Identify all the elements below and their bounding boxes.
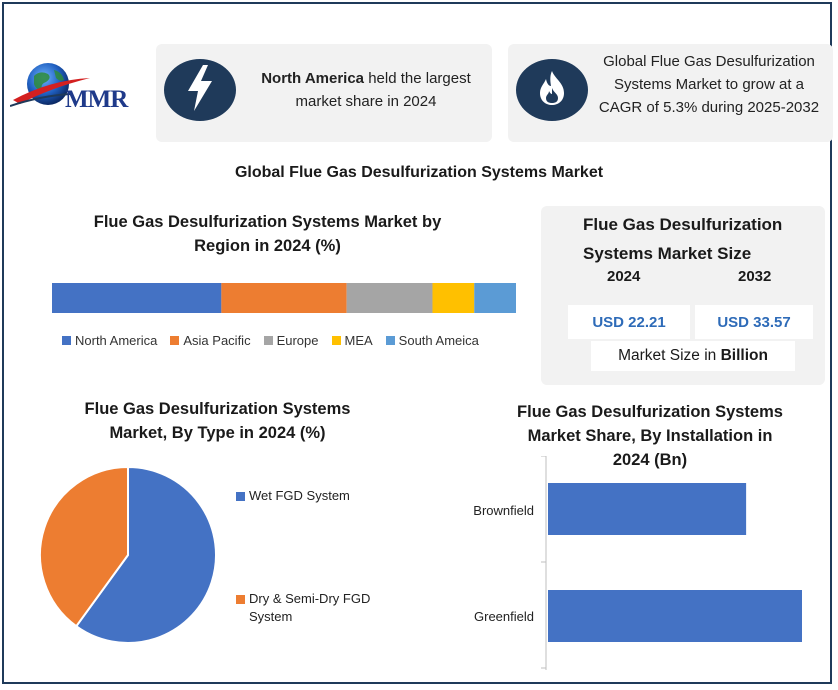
title-line: 2024 (Bn) bbox=[612, 451, 688, 469]
legend-item: MEA bbox=[331, 333, 373, 348]
title-line: Region in 2024 (%) bbox=[194, 237, 341, 255]
lightning-bolt-icon bbox=[186, 64, 214, 116]
bar-label-brownfield: Brownfield bbox=[473, 503, 534, 518]
pie-slice-dry-semi-dry-fgd bbox=[39, 465, 129, 628]
card-text-region: North America held the largest market sh… bbox=[251, 67, 481, 113]
card-bold-region: North America bbox=[261, 70, 365, 87]
icon-circle bbox=[164, 59, 236, 121]
legend-item: North America bbox=[62, 333, 157, 348]
year-2032: 2032 bbox=[738, 268, 772, 285]
title-line: Flue Gas Desulfurization Systems bbox=[84, 400, 351, 418]
market-size-unit: Market Size in Billion bbox=[591, 341, 795, 371]
unit-prefix: Market Size in bbox=[618, 347, 721, 364]
legend-item: South Ameica bbox=[385, 333, 479, 348]
legend-swatch bbox=[263, 336, 273, 345]
card-text-cagr: Global Flue Gas Desulfurization Systems … bbox=[590, 50, 828, 119]
legend-swatch bbox=[236, 595, 245, 604]
legend-swatch bbox=[62, 336, 71, 345]
legend-label: Dry & Semi-Dry FGD System bbox=[249, 591, 371, 624]
card-line: Systems Market to grow at a bbox=[613, 76, 805, 93]
legend-label: Europe bbox=[276, 333, 319, 348]
legend-swatch bbox=[170, 336, 180, 345]
legend-item: Asia Pacific bbox=[170, 333, 251, 348]
region-segment-asia-pacific bbox=[221, 283, 347, 313]
card-line: Global Flue Gas Desulfurization bbox=[603, 53, 815, 70]
legend-label: South Ameica bbox=[398, 333, 479, 348]
info-card-cagr: Global Flue Gas Desulfurization Systems … bbox=[508, 44, 833, 142]
logo-text: MMR bbox=[65, 86, 128, 113]
bar-label-greenfield: Greenfield bbox=[474, 609, 534, 624]
legend-swatch bbox=[236, 492, 245, 501]
mmr-logo: MMR bbox=[9, 60, 145, 115]
main-title: Global Flue Gas Desulfurization Systems … bbox=[234, 164, 604, 181]
installation-bar-chart bbox=[541, 456, 802, 670]
card-line: CAGR of 5.3% during 2025-2032 bbox=[598, 99, 820, 116]
legend-swatch bbox=[385, 336, 395, 345]
legend-label: Wet FGD System bbox=[249, 488, 350, 503]
title-line: Flue Gas Desulfurization bbox=[583, 215, 783, 234]
bar-greenfield bbox=[548, 590, 802, 642]
region-segment-europe bbox=[346, 283, 433, 313]
title-line: Systems Market Size bbox=[583, 244, 752, 263]
flame-icon bbox=[537, 70, 567, 111]
region-stacked-bar bbox=[52, 283, 516, 313]
year-2024: 2024 bbox=[607, 268, 641, 285]
bar-brownfield bbox=[548, 483, 747, 535]
unit-bold: Billion bbox=[720, 347, 768, 364]
card-line: market share in 2024 bbox=[295, 93, 437, 110]
title-line: Flue Gas Desulfurization Systems Market … bbox=[93, 213, 442, 231]
region-segment-north-america bbox=[52, 283, 222, 313]
value-2024: USD 22.21 bbox=[568, 305, 690, 339]
region-segment-mea bbox=[432, 283, 475, 313]
market-size-panel: Flue Gas Desulfurization Systems Market … bbox=[541, 206, 825, 385]
market-size-title: Flue Gas Desulfurization Systems Market … bbox=[583, 210, 782, 268]
legend-label: North America bbox=[75, 333, 158, 348]
legend-label: Asia Pacific bbox=[183, 333, 251, 348]
pie-legend-dry: Dry & Semi-Dry FGD System bbox=[236, 590, 386, 626]
type-chart-title: Flue Gas Desulfurization Systems Market,… bbox=[40, 397, 395, 445]
title-line: Market Share, By Installation in bbox=[527, 427, 773, 445]
region-segment-south-ameica bbox=[474, 283, 516, 313]
pie-legend-wet: Wet FGD System bbox=[236, 487, 350, 505]
region-legend: North America Asia Pacific Europe MEA South … bbox=[62, 333, 492, 348]
type-pie-chart bbox=[39, 465, 217, 644]
legend-label: MEA bbox=[344, 333, 373, 348]
title-line: Flue Gas Desulfurization Systems bbox=[517, 403, 783, 421]
info-card-region: North America held the largest market sh… bbox=[156, 44, 492, 142]
legend-swatch bbox=[331, 336, 341, 345]
value-2032: USD 33.57 bbox=[695, 305, 813, 339]
legend-item: Europe bbox=[263, 333, 319, 348]
title-line: Market, By Type in 2024 (%) bbox=[109, 424, 326, 442]
icon-circle bbox=[516, 59, 588, 121]
region-chart-title: Flue Gas Desulfurization Systems Market … bbox=[40, 210, 495, 258]
installation-chart-title: Flue Gas Desulfurization Systems Market … bbox=[490, 400, 810, 472]
pie-slice-wet-fgd bbox=[74, 465, 217, 644]
card-line: held the largest bbox=[364, 70, 471, 87]
